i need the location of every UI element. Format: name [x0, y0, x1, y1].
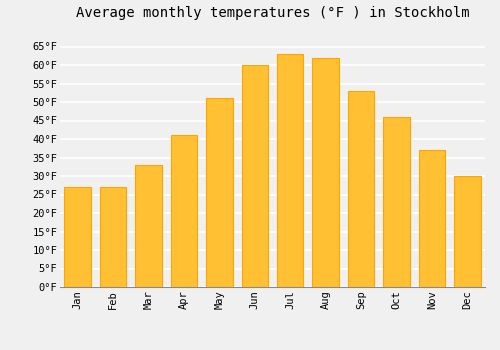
Bar: [312, 58, 339, 287]
Bar: [348, 91, 374, 287]
Bar: [454, 176, 480, 287]
Bar: [418, 150, 445, 287]
Title: Average monthly temperatures (°F ) in Stockholm: Average monthly temperatures (°F ) in St…: [76, 6, 469, 20]
Bar: [64, 187, 91, 287]
Bar: [383, 117, 409, 287]
Bar: [136, 165, 162, 287]
Bar: [170, 135, 197, 287]
Bar: [206, 98, 233, 287]
Bar: [100, 187, 126, 287]
Bar: [277, 54, 303, 287]
Bar: [242, 65, 268, 287]
